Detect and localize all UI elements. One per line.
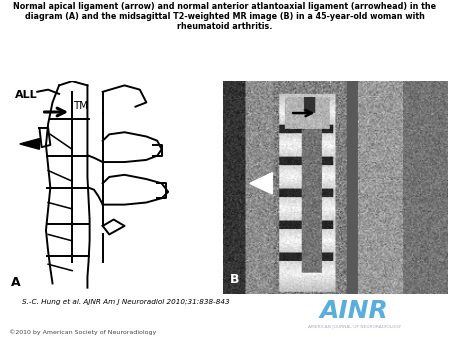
Text: A: A — [11, 275, 21, 289]
Text: AINR: AINR — [320, 299, 389, 323]
Polygon shape — [250, 173, 272, 194]
Text: ©2010 by American Society of Neuroradiology: ©2010 by American Society of Neuroradiol… — [9, 330, 156, 335]
Polygon shape — [20, 139, 40, 149]
Text: ALL: ALL — [15, 90, 38, 100]
Text: AMERICAN JOURNAL OF NEURORADIOLOGY: AMERICAN JOURNAL OF NEURORADIOLOGY — [308, 325, 401, 329]
Text: S.-C. Hung et al. AJNR Am J Neuroradiol 2010;31:838-843: S.-C. Hung et al. AJNR Am J Neuroradiol … — [22, 299, 230, 305]
Text: B: B — [230, 273, 239, 286]
Text: Normal apical ligament (arrow) and normal anterior atlantoaxial ligament (arrowh: Normal apical ligament (arrow) and norma… — [14, 2, 436, 31]
Text: TM: TM — [73, 101, 88, 111]
